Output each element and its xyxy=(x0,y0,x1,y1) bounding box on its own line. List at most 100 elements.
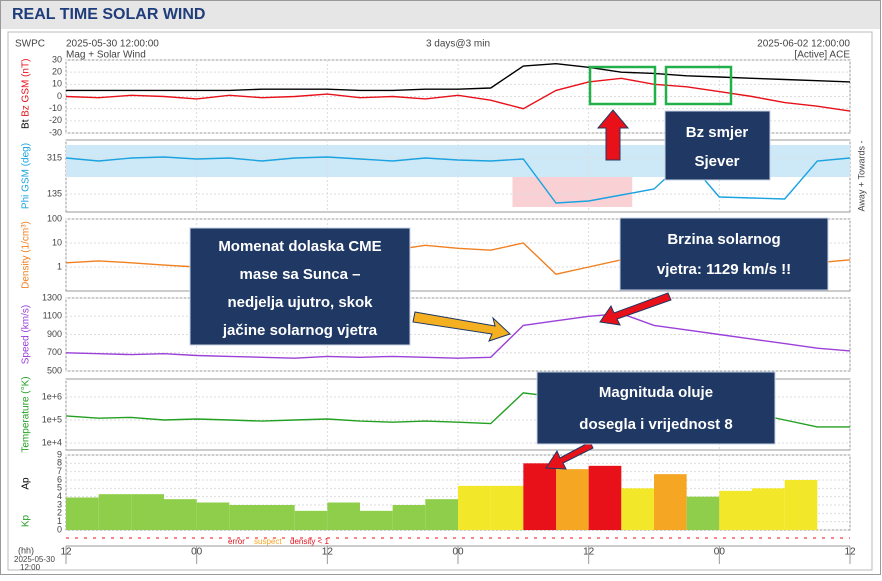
kp-bar xyxy=(621,488,654,530)
y-tick-label: 0 xyxy=(57,524,62,534)
arrow xyxy=(545,441,594,470)
kp-bar xyxy=(719,490,752,530)
kp-bar xyxy=(229,505,262,530)
annotation-text: Magnituda oluje xyxy=(599,384,713,401)
y-axis-label: Kp xyxy=(21,514,32,527)
annotation-text: Brzina solarnog xyxy=(667,231,780,248)
annotation-box xyxy=(619,217,829,291)
annotation-text: jačine solarnog vjetra xyxy=(222,322,378,339)
y-tick-label: 1e+6 xyxy=(42,391,62,401)
y-tick-label: 1300 xyxy=(42,292,62,302)
y-tick-label: 700 xyxy=(47,347,62,357)
source: SWPC xyxy=(15,39,45,50)
y-tick-label: -30 xyxy=(49,127,62,137)
right-label: Away + Towards - xyxy=(856,141,866,212)
y-tick-label: -10 xyxy=(49,103,62,113)
y-axis-label: Temperature (°K) xyxy=(21,376,32,452)
y-axis-label: Density (1/cm³) xyxy=(21,221,32,289)
series-line xyxy=(66,62,851,92)
annotation-text: dosegla i vrijednost 8 xyxy=(579,416,732,433)
series-line xyxy=(65,312,851,359)
time-unit: (hh) xyxy=(18,545,34,555)
y-tick-label: 2 xyxy=(57,508,62,518)
quality-label: suspect xyxy=(254,537,282,546)
start-time: 12:00 xyxy=(20,563,41,572)
y-axis-label: Bz GSM (nT) xyxy=(21,59,32,117)
y-tick-label: 1 xyxy=(57,261,62,271)
annotation-box xyxy=(536,371,776,445)
kp-bar xyxy=(164,499,197,530)
y-tick-label: 10 xyxy=(52,79,62,89)
kp-bar xyxy=(490,485,524,530)
arrow xyxy=(412,311,511,342)
annotation-text: nedjelja ujutro, skok xyxy=(227,294,373,311)
highlight-box xyxy=(664,65,733,106)
y-tick-label: 7 xyxy=(57,466,62,476)
y-tick-label: 135 xyxy=(47,188,62,198)
series-line xyxy=(65,156,851,204)
y-tick-label: 6 xyxy=(57,474,62,484)
y-tick-label: 20 xyxy=(52,67,62,77)
quality-label: error xyxy=(228,537,245,546)
title: REAL TIME SOLAR WIND xyxy=(12,6,205,23)
y-tick-label: 30 xyxy=(52,54,62,64)
kp-bar xyxy=(392,505,426,530)
kp-bar xyxy=(686,496,720,530)
arrow xyxy=(596,109,630,161)
span: 3 days@3 min xyxy=(426,39,490,50)
kp-bar xyxy=(752,488,785,530)
kp-bar xyxy=(523,463,556,530)
y-tick-label: 315 xyxy=(47,152,62,162)
kp-bar xyxy=(588,465,622,530)
y-axis-label: Ap xyxy=(21,477,32,490)
annotation-text: Momenat dolaska CME xyxy=(218,238,381,255)
kp-bar xyxy=(131,494,164,530)
y-tick-label: 1e+4 xyxy=(42,437,62,447)
start-date: 2025-05-30 xyxy=(14,555,55,564)
end: 2025-06-02 12:00:00 xyxy=(757,39,850,50)
callouts xyxy=(412,65,733,470)
kp-bar xyxy=(98,494,132,530)
annotation-text: Sjever xyxy=(694,153,739,170)
y-axis-label: Phi GSM (deg) xyxy=(21,143,32,209)
header-bar xyxy=(1,1,880,29)
y-tick-label: 1e+5 xyxy=(42,414,62,424)
y-axis-label: Bt xyxy=(21,119,32,129)
y-tick-label: 1 xyxy=(57,516,62,526)
y-tick-label: 3 xyxy=(57,499,62,509)
quality-label: density < 1 xyxy=(290,537,329,546)
kp-bar xyxy=(654,474,687,530)
y-tick-label: 500 xyxy=(47,365,62,375)
kp-bar xyxy=(327,502,360,530)
kp-bar xyxy=(425,499,458,530)
annotations: Bz smjer Sjever Brzina solarnog vjetra: … xyxy=(189,110,829,445)
series-line xyxy=(65,77,851,112)
kp-bar xyxy=(784,480,818,530)
y-tick-label: 900 xyxy=(47,329,62,339)
kp-bar xyxy=(458,485,491,530)
annotation-text: Bz smjer xyxy=(686,124,749,141)
kp-bar xyxy=(360,510,393,530)
annotation-text: vjetra: 1129 km/s !! xyxy=(657,261,791,278)
annotation-box xyxy=(664,110,771,181)
satellite: [Active] ACE xyxy=(794,50,850,61)
kp-bar xyxy=(262,505,295,530)
kp-bar xyxy=(556,469,589,530)
y-tick-label: 10 xyxy=(52,237,62,247)
start: 2025-05-30 12:00:00 xyxy=(66,39,159,50)
y-tick-label: -20 xyxy=(49,115,62,125)
highlight-box xyxy=(588,65,657,106)
y-tick-label: 8 xyxy=(57,458,62,468)
arrow xyxy=(599,292,672,326)
kp-bar xyxy=(66,497,99,530)
product: Mag + Solar Wind xyxy=(66,50,146,61)
annotation-box xyxy=(189,227,411,346)
y-tick-label: 0 xyxy=(57,91,62,101)
y-tick-label: 5 xyxy=(57,483,62,493)
y-tick-label: 4 xyxy=(57,491,62,501)
annotation-text: mase sa Sunca – xyxy=(240,266,361,283)
y-tick-label: 1100 xyxy=(43,311,62,321)
kp-bar xyxy=(294,510,328,530)
